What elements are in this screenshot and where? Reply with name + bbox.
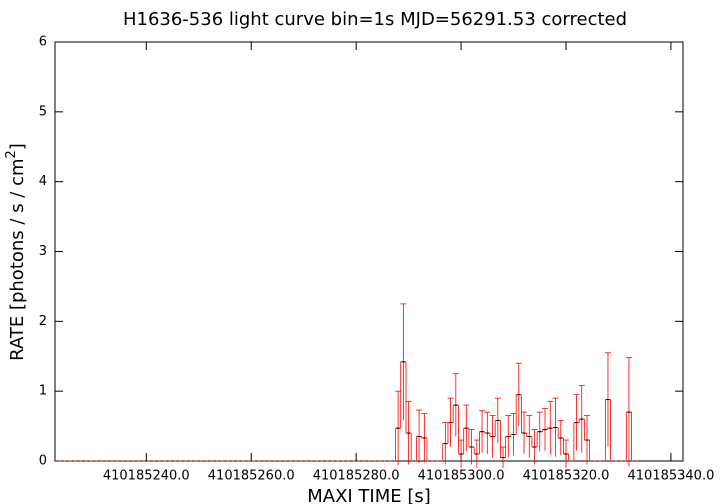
x-tick-label: 410185320.0 <box>523 469 610 484</box>
y-tick-label: 0 <box>39 454 47 469</box>
plot-frame <box>54 41 684 462</box>
y-label-text: RATE [photons / s / cm <box>7 158 28 360</box>
y-label-end: ] <box>7 143 28 150</box>
x-tick-label: 410185340.0 <box>628 469 715 484</box>
x-tick-label: 410185280.0 <box>313 469 400 484</box>
y-tick-label: 5 <box>39 104 47 119</box>
y-tick-label: 2 <box>39 314 47 329</box>
y-label-sup: 2 <box>4 150 19 158</box>
x-tick-label: 410185240.0 <box>103 469 190 484</box>
chart-title: H1636-536 light curve bin=1s MJD=56291.5… <box>123 9 627 30</box>
y-tick-label: 6 <box>39 35 47 50</box>
x-tick-label: 410185300.0 <box>418 469 505 484</box>
x-tick-label: 410185260.0 <box>208 469 295 484</box>
y-axis-label: RATE [photons / s / cm2] <box>4 143 29 361</box>
y-tick-label: 4 <box>39 174 47 189</box>
y-tick-label: 1 <box>39 384 47 399</box>
x-axis-label: MAXI TIME [s] <box>307 486 431 504</box>
y-tick-label: 3 <box>39 244 47 259</box>
